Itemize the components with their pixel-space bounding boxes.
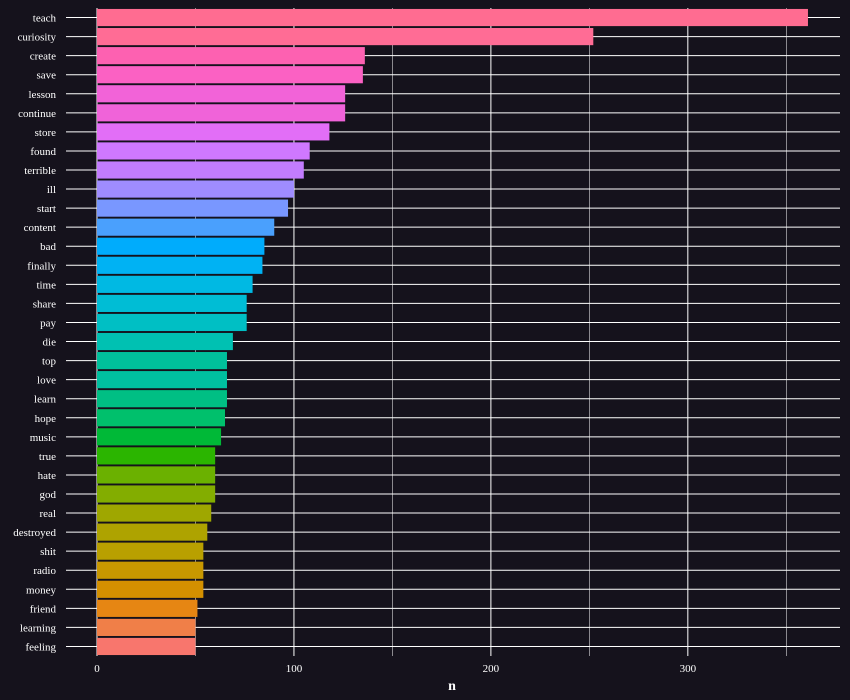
category-label: top	[42, 356, 57, 368]
category-label: found	[30, 146, 56, 158]
category-label: continue	[18, 108, 56, 120]
x-tick-label: 100	[286, 663, 303, 675]
x-tick-layer: 0 100 200 300	[94, 663, 696, 675]
category-label: store	[35, 127, 57, 139]
category-label: ill	[47, 184, 56, 196]
bar-time	[97, 275, 253, 293]
bar-pay	[97, 313, 247, 332]
bar-die	[97, 332, 233, 351]
category-label: start	[37, 203, 56, 215]
bar-found	[97, 142, 310, 160]
category-label: love	[37, 375, 56, 387]
category-label: learning	[20, 622, 57, 634]
category-label: finally	[27, 260, 56, 272]
category-label-layer: teach curiosity create save lesson continue st…	[13, 13, 56, 654]
category-label: feeling	[25, 641, 56, 653]
x-tick-label: 300	[680, 663, 697, 675]
bar-shit	[97, 542, 204, 560]
category-label: lesson	[29, 89, 57, 101]
bar-ill	[97, 180, 294, 198]
bar-true	[97, 447, 216, 465]
bar-hate	[97, 466, 216, 484]
bar-real	[97, 504, 212, 522]
category-label: create	[30, 51, 56, 63]
category-label: music	[30, 432, 56, 444]
category-label: money	[26, 584, 56, 596]
category-label: god	[40, 489, 57, 501]
x-axis-title: n	[448, 679, 456, 694]
bar-hope	[97, 409, 226, 427]
category-label: radio	[33, 565, 56, 577]
bar-learn	[97, 390, 227, 408]
category-label: time	[36, 279, 56, 291]
bar-love	[97, 371, 227, 389]
category-label: share	[33, 298, 56, 310]
category-label: content	[24, 222, 56, 234]
category-label: destroyed	[13, 527, 56, 539]
x-tick-label: 200	[483, 663, 500, 675]
category-label: terrible	[24, 165, 56, 177]
bar-content	[97, 218, 275, 236]
category-label: curiosity	[18, 32, 57, 44]
bar-start	[97, 199, 289, 217]
category-label: learn	[34, 394, 56, 406]
category-label: true	[39, 451, 56, 463]
category-label: save	[36, 70, 56, 82]
bar-learning	[97, 618, 196, 636]
bar-create	[97, 47, 365, 65]
bar-money	[97, 580, 204, 598]
bar-layer	[97, 8, 808, 656]
bar-teach	[97, 8, 808, 27]
category-label: hope	[35, 413, 57, 425]
bar-terrible	[97, 161, 304, 179]
bar-lesson	[97, 85, 346, 103]
bar-continue	[97, 104, 346, 122]
category-label: friend	[30, 603, 57, 615]
bar-music	[97, 428, 222, 446]
category-label: shit	[40, 546, 56, 558]
bar-store	[97, 123, 330, 141]
bar-god	[97, 485, 216, 503]
category-label: hate	[38, 470, 56, 482]
category-label: real	[40, 508, 56, 520]
category-label: pay	[40, 317, 56, 329]
bar-radio	[97, 561, 204, 579]
category-label: die	[43, 337, 57, 349]
bar-friend	[97, 599, 198, 617]
bar-bad	[97, 237, 265, 255]
category-label: teach	[33, 13, 57, 25]
bar-share	[97, 294, 247, 312]
bar-curiosity	[97, 28, 594, 46]
bar-feeling	[97, 637, 196, 656]
x-tick-label: 0	[94, 663, 100, 675]
bar-destroyed	[97, 523, 208, 541]
bar-save	[97, 66, 363, 84]
bar-top	[97, 352, 227, 370]
category-label: bad	[40, 241, 56, 253]
bar-finally	[97, 256, 263, 274]
